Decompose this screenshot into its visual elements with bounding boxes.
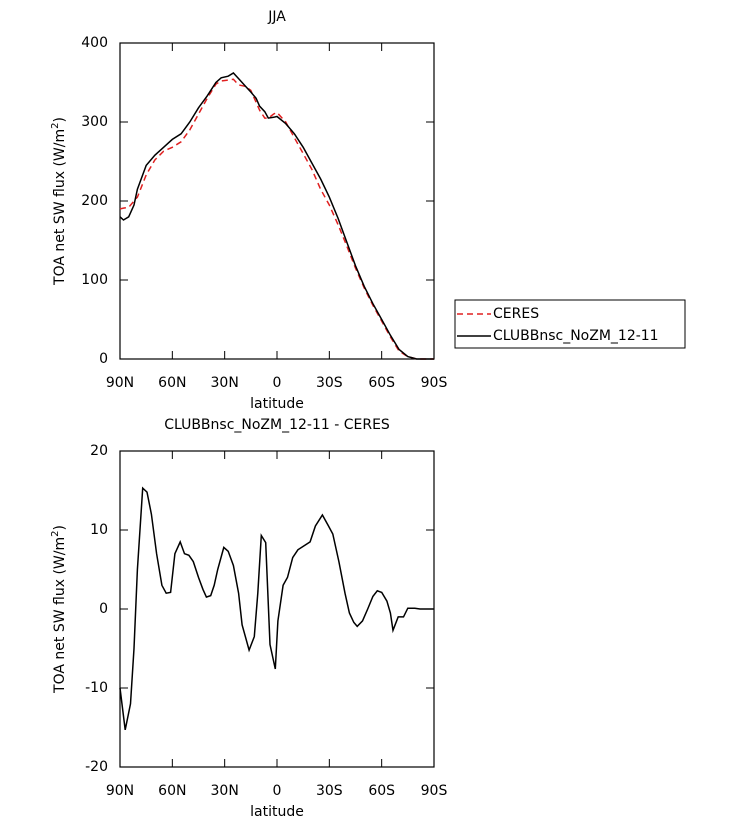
plot-frame bbox=[119, 42, 435, 360]
y-axis-label-part: ) bbox=[52, 525, 68, 530]
x-tick-label: 60N bbox=[158, 375, 186, 391]
x-tick-label: 60S bbox=[368, 375, 395, 391]
x-axis-label: latitude bbox=[250, 396, 304, 412]
y-axis-label-part: 2 bbox=[50, 123, 61, 129]
x-tick-label: 30S bbox=[316, 375, 343, 391]
x-tick-label: 60S bbox=[368, 783, 395, 799]
y-axis-label-part: TOA net SW flux (W/m bbox=[52, 537, 68, 694]
x-tick-label: 30S bbox=[316, 783, 343, 799]
y-tick-label: -10 bbox=[85, 680, 108, 696]
y-tick-label: 0 bbox=[99, 351, 108, 367]
x-tick-label: 90N bbox=[106, 375, 134, 391]
y-tick-label: 400 bbox=[81, 35, 108, 51]
y-tick-label: -20 bbox=[85, 759, 108, 775]
x-tick-label: 30N bbox=[211, 375, 239, 391]
y-axis-label-part: TOA net SW flux (W/m bbox=[52, 129, 68, 286]
x-tick-label: 90S bbox=[421, 783, 448, 799]
x-axis-label: latitude bbox=[250, 804, 304, 820]
x-tick-label: 90N bbox=[106, 783, 134, 799]
x-tick-label: 30N bbox=[211, 783, 239, 799]
legend-box bbox=[454, 299, 686, 349]
y-tick-label: 20 bbox=[90, 443, 108, 459]
data-line bbox=[119, 78, 434, 360]
data-line bbox=[119, 486, 434, 731]
y-tick-label: 200 bbox=[81, 193, 108, 209]
y-tick-label: 0 bbox=[99, 601, 108, 617]
y-tick-label: 300 bbox=[81, 114, 108, 130]
x-tick-label: 0 bbox=[273, 783, 282, 799]
chart-title: JJA bbox=[267, 9, 286, 25]
x-tick-label: 90S bbox=[421, 375, 448, 391]
chart-title: CLUBBnsc_NoZM_12-11 - CERES bbox=[164, 417, 390, 433]
plot-frame bbox=[119, 450, 435, 768]
data-line bbox=[119, 72, 434, 360]
y-axis-label: TOA net SW flux (W/m2) bbox=[50, 525, 69, 694]
legend-label: CLUBBnsc_NoZM_12-11 bbox=[493, 328, 659, 344]
y-axis-label-part: 2 bbox=[50, 531, 61, 537]
x-tick-label: 60N bbox=[158, 783, 186, 799]
y-axis-label-part: ) bbox=[52, 117, 68, 122]
y-tick-label: 10 bbox=[90, 522, 108, 538]
legend-label: CERES bbox=[493, 306, 539, 322]
x-tick-label: 0 bbox=[273, 375, 282, 391]
y-tick-label: 100 bbox=[81, 272, 108, 288]
y-axis-label: TOA net SW flux (W/m2) bbox=[50, 117, 69, 286]
